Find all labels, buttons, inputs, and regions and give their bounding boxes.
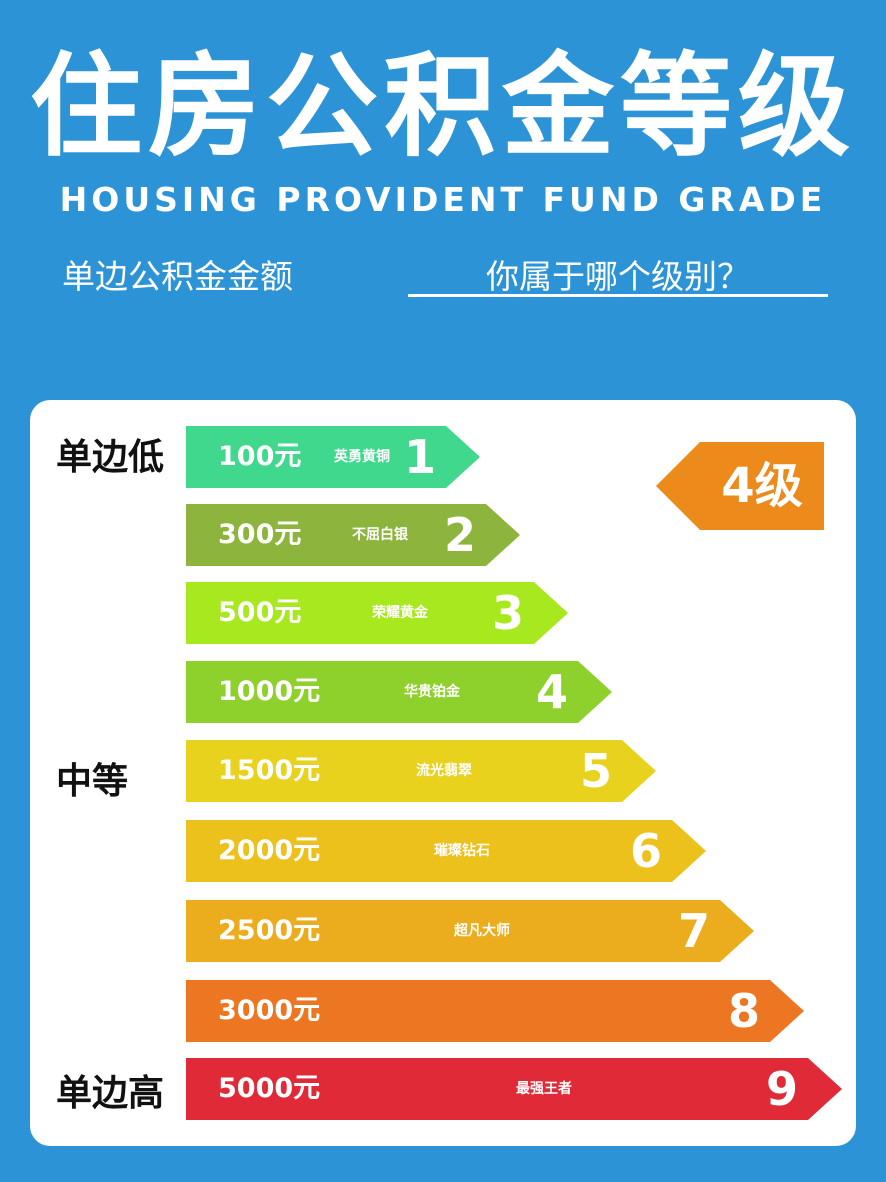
- grade-amount-label: 1500元: [218, 755, 321, 786]
- grade-tier-name: 最强王者: [516, 1081, 572, 1097]
- grade-amount-label: 5000元: [218, 1073, 321, 1104]
- grade-bar-8: 3000元 8: [186, 980, 804, 1042]
- grade-bar-2: 300元 不屈白银 2: [186, 504, 520, 566]
- grade-level-number: 5: [580, 744, 613, 798]
- grade-tier-name: 荣耀黄金: [372, 605, 428, 621]
- grade-bar-1: 100元 英勇黄铜 1: [186, 426, 480, 488]
- grade-amount-label: 2000元: [218, 835, 321, 866]
- amount-caption: 单边公积金金额: [62, 257, 293, 296]
- grade-amount-label: 500元: [218, 597, 302, 628]
- grade-level-number: 4: [536, 665, 569, 719]
- grade-level-number: 1: [404, 430, 437, 484]
- grade-bar-6: 2000元 璀璨钻石 6: [186, 820, 706, 882]
- grade-level-number: 6: [630, 824, 663, 878]
- grade-tier-name: 璀璨钻石: [434, 843, 490, 859]
- grade-level-number: 9: [766, 1062, 799, 1116]
- question-caption: 你属于哪个级别？: [486, 257, 750, 296]
- grade-tier-name: 超凡大师: [454, 923, 510, 939]
- page-title: 住房公积金等级: [30, 42, 856, 172]
- current-grade-label: 4级: [721, 458, 803, 514]
- grade-bar-4: 1000元 华贵铂金 4: [186, 661, 612, 723]
- grade-amount-label: 3000元: [218, 995, 321, 1026]
- grade-bar-5: 1500元 流光翡翠 5: [186, 740, 656, 802]
- grade-amount-label: 2500元: [218, 915, 321, 946]
- grade-bar-3: 500元 荣耀黄金 3: [186, 582, 568, 644]
- side-label-high: 单边高: [56, 1073, 165, 1114]
- grade-amount-label: 300元: [218, 519, 302, 550]
- grade-amount-label: 1000元: [218, 676, 321, 707]
- grade-tier-name: 英勇黄铜: [334, 449, 390, 465]
- grade-level-number: 7: [678, 904, 711, 958]
- side-label-mid: 中等: [56, 761, 129, 802]
- grade-level-number: 3: [492, 586, 525, 640]
- grade-bar-7: 2500元 超凡大师 7: [186, 900, 754, 962]
- grade-level-number: 8: [728, 984, 761, 1038]
- grade-level-number: 2: [444, 508, 477, 562]
- page-subtitle: HOUSING PROVIDENT FUND GRADE: [59, 180, 827, 219]
- grade-amount-label: 100元: [218, 441, 302, 472]
- question-underline: [408, 294, 828, 297]
- side-label-low: 单边低: [56, 437, 165, 478]
- grade-tier-name: 不屈白银: [352, 527, 408, 543]
- grade-tier-name: 流光翡翠: [416, 763, 472, 779]
- grade-tier-name: 华贵铂金: [404, 684, 460, 700]
- grade-bar-9: 5000元 最强王者 9: [186, 1058, 842, 1120]
